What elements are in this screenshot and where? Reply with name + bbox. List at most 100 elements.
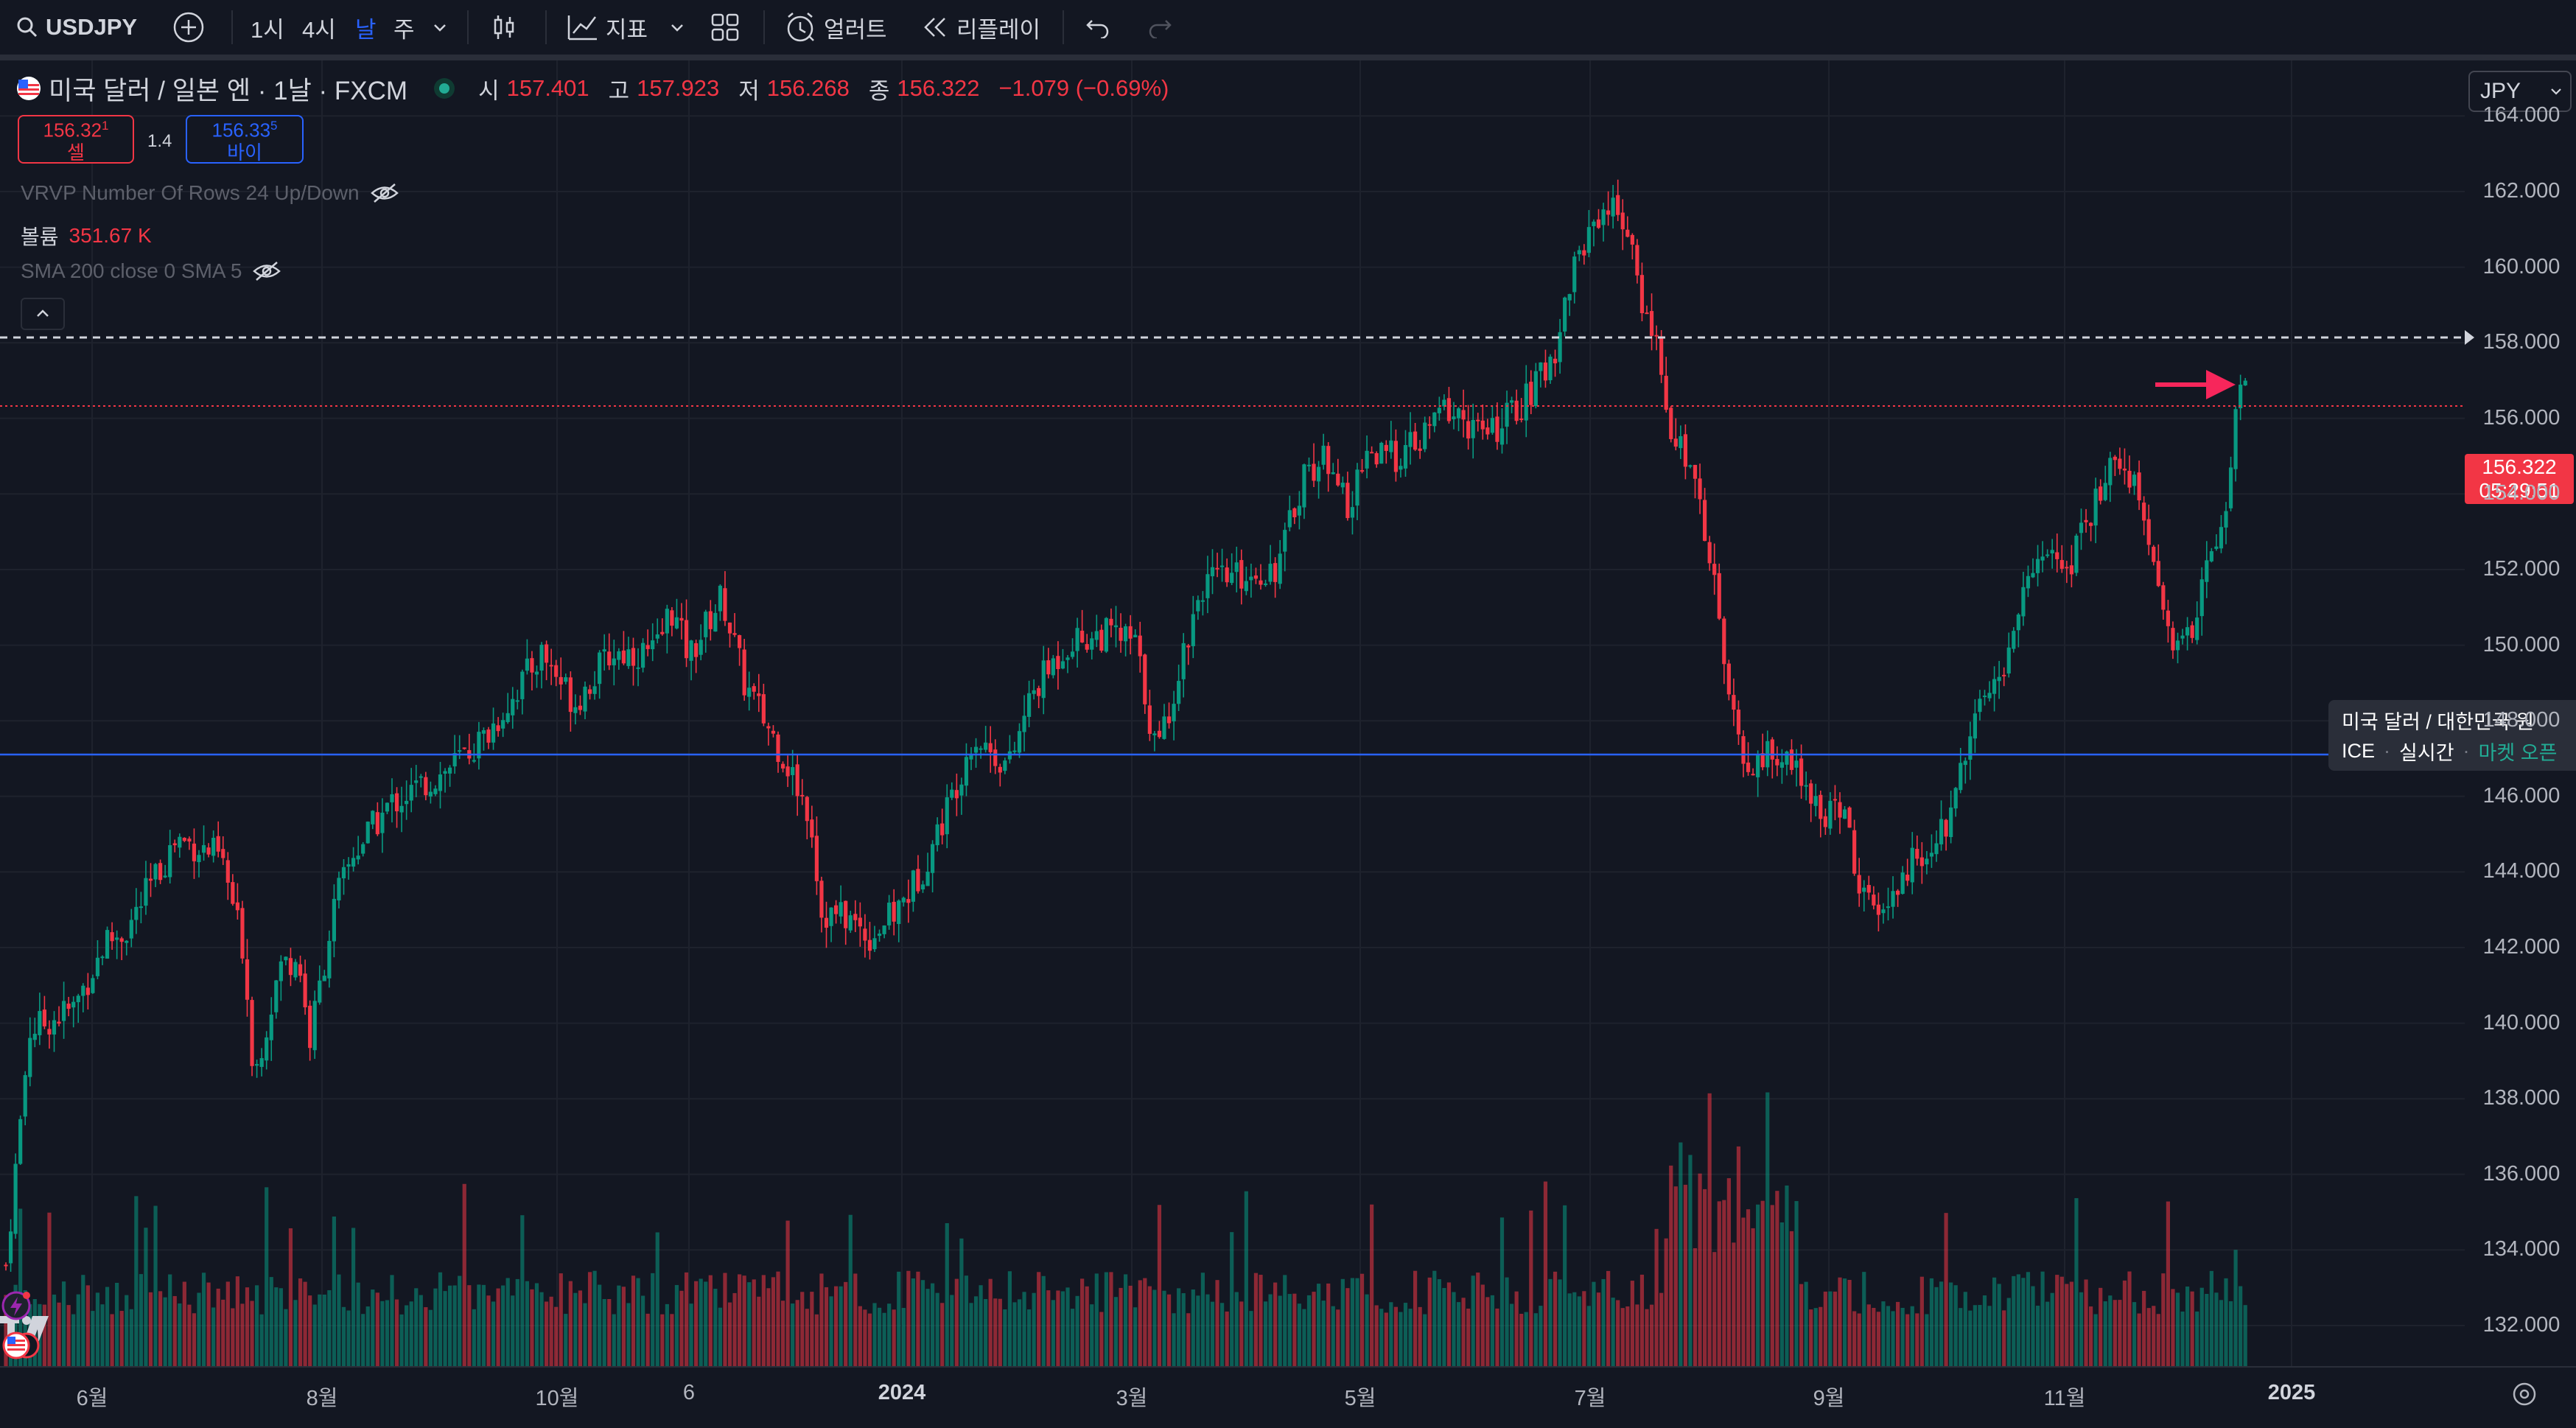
indicator-volume[interactable]: 볼륨 351.67 K [21,221,152,251]
volume-bar [216,1288,220,1366]
indicator-vrvp[interactable]: VRVP Number Of Rows 24 Up/Down [21,181,399,205]
symbol-title[interactable]: 미국 달러 / 일본 엔 · 1날 · FXCM [49,76,408,105]
settings-icon[interactable] [2510,1379,2539,1409]
time-axis[interactable]: 6월 8월 10월 6 2024 3월 5월 7월 9월 11월 2025 [0,1366,2576,1428]
volume-bar [1635,1304,1639,1366]
interval-1h[interactable]: 1시 [251,16,284,43]
volume-bar [1259,1275,1263,1366]
volume-bar [1543,1181,1548,1366]
volume-bar [545,1301,549,1366]
indicators-dropdown[interactable] [669,0,685,55]
replay-button[interactable]: 리플레이 [923,0,1040,55]
candle-body [704,612,708,637]
currency-select[interactable]: JPY [2468,71,2572,112]
eye-off-icon[interactable] [370,182,399,204]
sell-price: 156.32 [43,119,102,141]
candle-body [192,843,197,861]
volume-bar [1365,1294,1369,1366]
volume-bar [2185,1287,2190,1366]
candle-body [1046,660,1051,675]
interval-dropdown[interactable] [432,0,448,55]
time-axis-label: 10월 [535,1387,579,1410]
volume-bar [819,1273,824,1366]
volume-bar [1813,1308,1818,1366]
volume-bar [2074,1198,2079,1366]
volume-bar [1292,1293,1297,1366]
price-chart[interactable] [0,60,2576,1366]
candle-body [1321,445,1326,465]
volume-bar [1505,1277,1509,1366]
volume-bar [139,1274,143,1366]
volume-bar [206,1282,211,1366]
chart-pane[interactable]: 156.322 05:29:51 미국 달러 / 대한민국 원 ICE · 실시… [0,60,2576,1366]
volume-bar [2152,1306,2156,1366]
candle-body [1978,699,1982,713]
buy-button[interactable]: 156.335 바이 [186,115,304,164]
volume-bar [1027,1309,1032,1366]
volume-bar [1046,1290,1051,1366]
price-axis-label: 162.000 [2482,179,2561,203]
volume-bar [2233,1250,2238,1366]
candle-body [568,677,573,713]
volume-bar [221,1299,225,1366]
candle-body [631,648,636,666]
sell-button[interactable]: 156.321 셀 [18,115,134,164]
candle-body [1152,733,1157,735]
redo-button[interactable] [1147,0,1173,55]
undo-button[interactable] [1085,0,1111,55]
interval-1w[interactable]: 주 [393,16,415,43]
volume-bar [1775,1191,1779,1366]
volume-bar [371,1289,375,1366]
indicator-sma[interactable]: SMA 200 close 0 SMA 5 [21,259,281,283]
time-axis-label: 11월 [2043,1387,2086,1410]
candle-body [428,791,433,797]
candle-body [1032,690,1036,694]
alert-button[interactable]: 얼러트 [784,0,887,55]
volume-bar [892,1309,896,1366]
candle-body [259,1058,264,1067]
volume-bar [1563,1205,1567,1366]
candle-body [844,900,848,928]
indicators-button[interactable]: 지표 [567,0,648,55]
volume-bar [959,1238,964,1366]
volume-bar [800,1292,805,1366]
price-axis-label: 140.000 [2482,1010,2561,1035]
candle-body [1630,234,1634,245]
candle-body [747,687,752,697]
candle-body [1794,760,1799,768]
volume-bar [718,1307,722,1366]
candle-body [1543,362,1548,381]
candle-body [1639,275,1645,314]
interval-4h[interactable]: 4시 [302,16,336,43]
legend-collapse-button[interactable] [21,298,65,330]
volume-bar [708,1275,713,1366]
event-icons[interactable] [0,1288,52,1362]
volume-bar [1138,1280,1142,1366]
candle-body [1350,507,1355,518]
eye-off-icon[interactable] [252,260,281,282]
candle-body [1900,872,1905,895]
volume-bar [1065,1287,1070,1366]
volume-bar [259,1314,264,1366]
candle-body [1505,402,1509,427]
buy-label: 바이 [227,141,262,164]
chart-type-button[interactable] [489,0,519,55]
candle-body [288,958,293,976]
interval-1d[interactable]: 날 [355,16,377,43]
candle-body [1857,875,1861,894]
candle-body [385,802,390,812]
candle-body [839,902,843,917]
volume-bar [549,1296,553,1366]
candle-body [612,658,616,665]
volume-bar [1283,1275,1287,1366]
candle-body [1592,221,1596,226]
symbol-search[interactable]: USDJPY [16,0,137,55]
volume-bar [1726,1177,1731,1366]
candle-body [2214,546,2219,549]
volume-bar [1959,1308,1963,1366]
volume-bar [467,1285,472,1366]
candle-body [1331,472,1335,475]
market-status-icon[interactable] [430,76,459,101]
compare-button[interactable] [172,0,205,55]
layout-button[interactable] [710,0,740,55]
